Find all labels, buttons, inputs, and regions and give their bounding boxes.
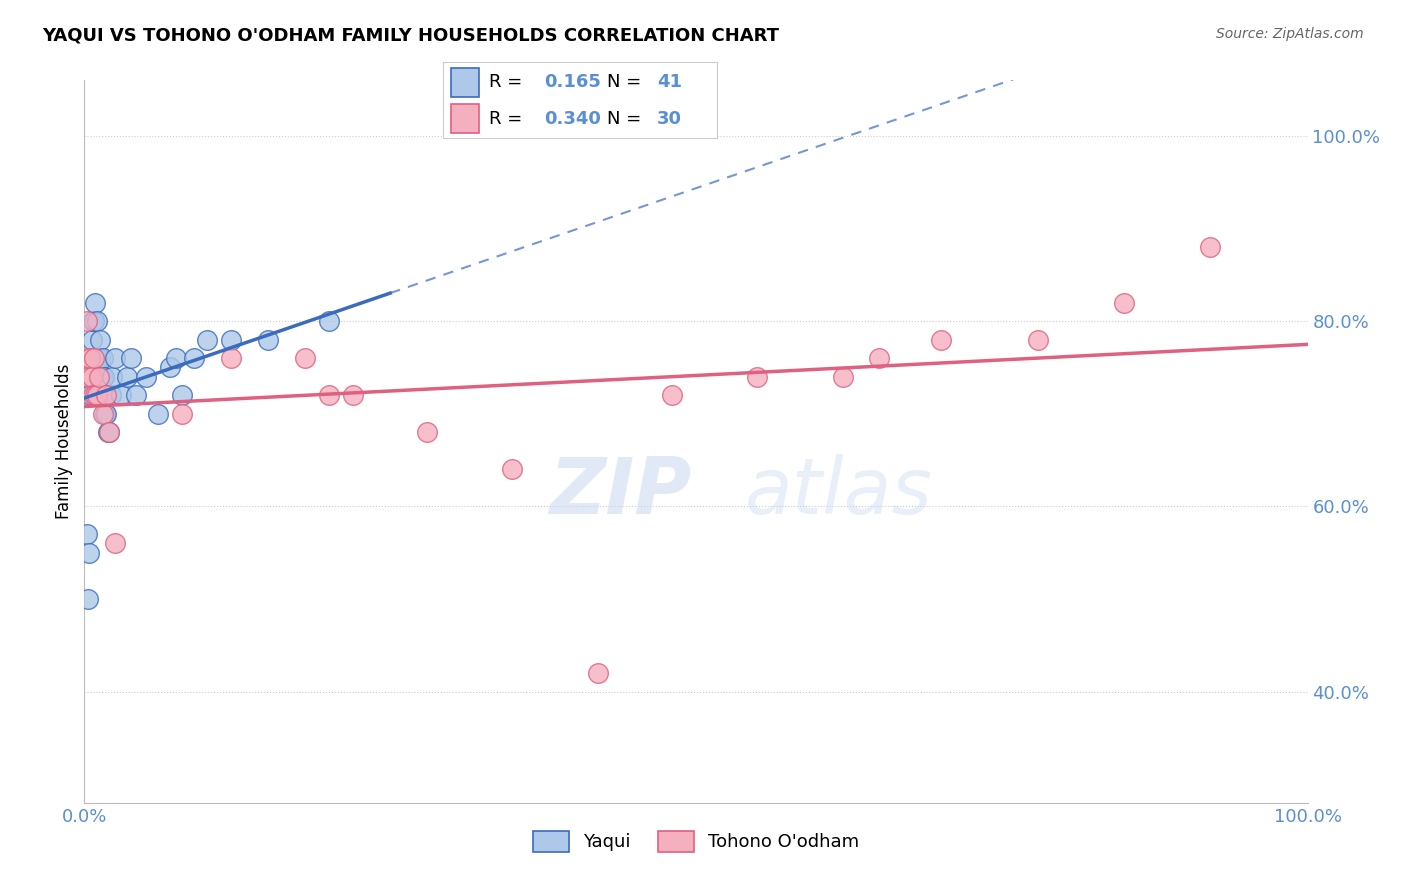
Point <box>84 388 107 402</box>
Point <box>96 388 118 402</box>
Point <box>79 351 101 366</box>
Point <box>87 369 110 384</box>
Point <box>115 369 138 384</box>
Point <box>96 388 118 402</box>
Point <box>84 295 107 310</box>
Point <box>100 388 122 402</box>
Text: YAQUI VS TOHONO O'ODHAM FAMILY HOUSEHOLDS CORRELATION CHART: YAQUI VS TOHONO O'ODHAM FAMILY HOUSEHOLD… <box>42 27 779 45</box>
Point <box>869 351 891 366</box>
Text: atlas: atlas <box>745 454 932 530</box>
Point <box>82 388 104 402</box>
Point <box>1028 333 1050 347</box>
Point <box>929 333 952 347</box>
Point <box>257 333 280 347</box>
Text: 41: 41 <box>657 73 682 91</box>
Point <box>120 351 142 366</box>
Y-axis label: Family Households: Family Households <box>55 364 73 519</box>
Point <box>91 369 114 384</box>
Point <box>76 314 98 328</box>
Point <box>747 369 769 384</box>
Point <box>86 351 108 366</box>
Point <box>77 592 100 607</box>
Point <box>86 388 108 402</box>
Point <box>97 425 120 440</box>
Point <box>661 388 683 402</box>
Point <box>195 333 218 347</box>
Point <box>172 407 194 421</box>
Point <box>172 388 194 402</box>
Point <box>219 333 242 347</box>
Point <box>183 351 205 366</box>
Point <box>79 388 101 402</box>
Point <box>77 546 100 560</box>
Point <box>82 314 104 328</box>
Point <box>97 425 120 440</box>
Point <box>586 666 609 681</box>
Point <box>125 388 148 402</box>
Text: R =: R = <box>489 73 529 91</box>
Point <box>90 369 112 384</box>
Point <box>342 388 364 402</box>
Point <box>94 407 117 421</box>
Point <box>86 314 108 328</box>
Point <box>318 314 340 328</box>
Point <box>146 407 169 421</box>
Point <box>91 407 114 421</box>
FancyBboxPatch shape <box>451 104 478 133</box>
Point <box>318 388 340 402</box>
Point <box>80 333 103 347</box>
Point <box>96 407 118 421</box>
Point <box>83 351 105 366</box>
Point <box>93 369 115 384</box>
Point <box>80 369 103 384</box>
Point <box>87 351 110 366</box>
Text: 0.165: 0.165 <box>544 73 602 91</box>
Point <box>89 333 111 347</box>
Text: Source: ZipAtlas.com: Source: ZipAtlas.com <box>1216 27 1364 41</box>
Point <box>165 351 187 366</box>
Point <box>294 351 316 366</box>
Text: ZIP: ZIP <box>550 454 692 530</box>
Point <box>110 388 132 402</box>
Point <box>77 351 100 366</box>
Point <box>101 369 124 384</box>
Point <box>91 351 114 366</box>
Point <box>76 527 98 541</box>
Text: 0.340: 0.340 <box>544 110 602 128</box>
Point <box>416 425 439 440</box>
Point <box>104 351 127 366</box>
Point <box>104 536 127 550</box>
Point <box>502 462 524 476</box>
Point <box>135 369 157 384</box>
Point <box>87 351 110 366</box>
Point <box>219 351 242 366</box>
Legend: Yaqui, Tohono O'odham: Yaqui, Tohono O'odham <box>526 823 866 859</box>
Point <box>93 388 115 402</box>
Point <box>89 351 111 366</box>
Point <box>1114 295 1136 310</box>
Point <box>83 314 105 328</box>
Text: 30: 30 <box>657 110 682 128</box>
Point <box>77 369 100 384</box>
Text: R =: R = <box>489 110 529 128</box>
Text: N =: N = <box>607 110 647 128</box>
Point <box>97 425 120 440</box>
Point <box>159 360 181 375</box>
Text: N =: N = <box>607 73 647 91</box>
Point <box>1198 240 1220 254</box>
FancyBboxPatch shape <box>451 68 478 96</box>
Point <box>831 369 853 384</box>
